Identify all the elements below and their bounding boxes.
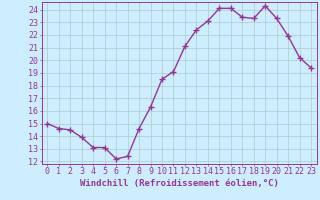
X-axis label: Windchill (Refroidissement éolien,°C): Windchill (Refroidissement éolien,°C) xyxy=(80,179,279,188)
